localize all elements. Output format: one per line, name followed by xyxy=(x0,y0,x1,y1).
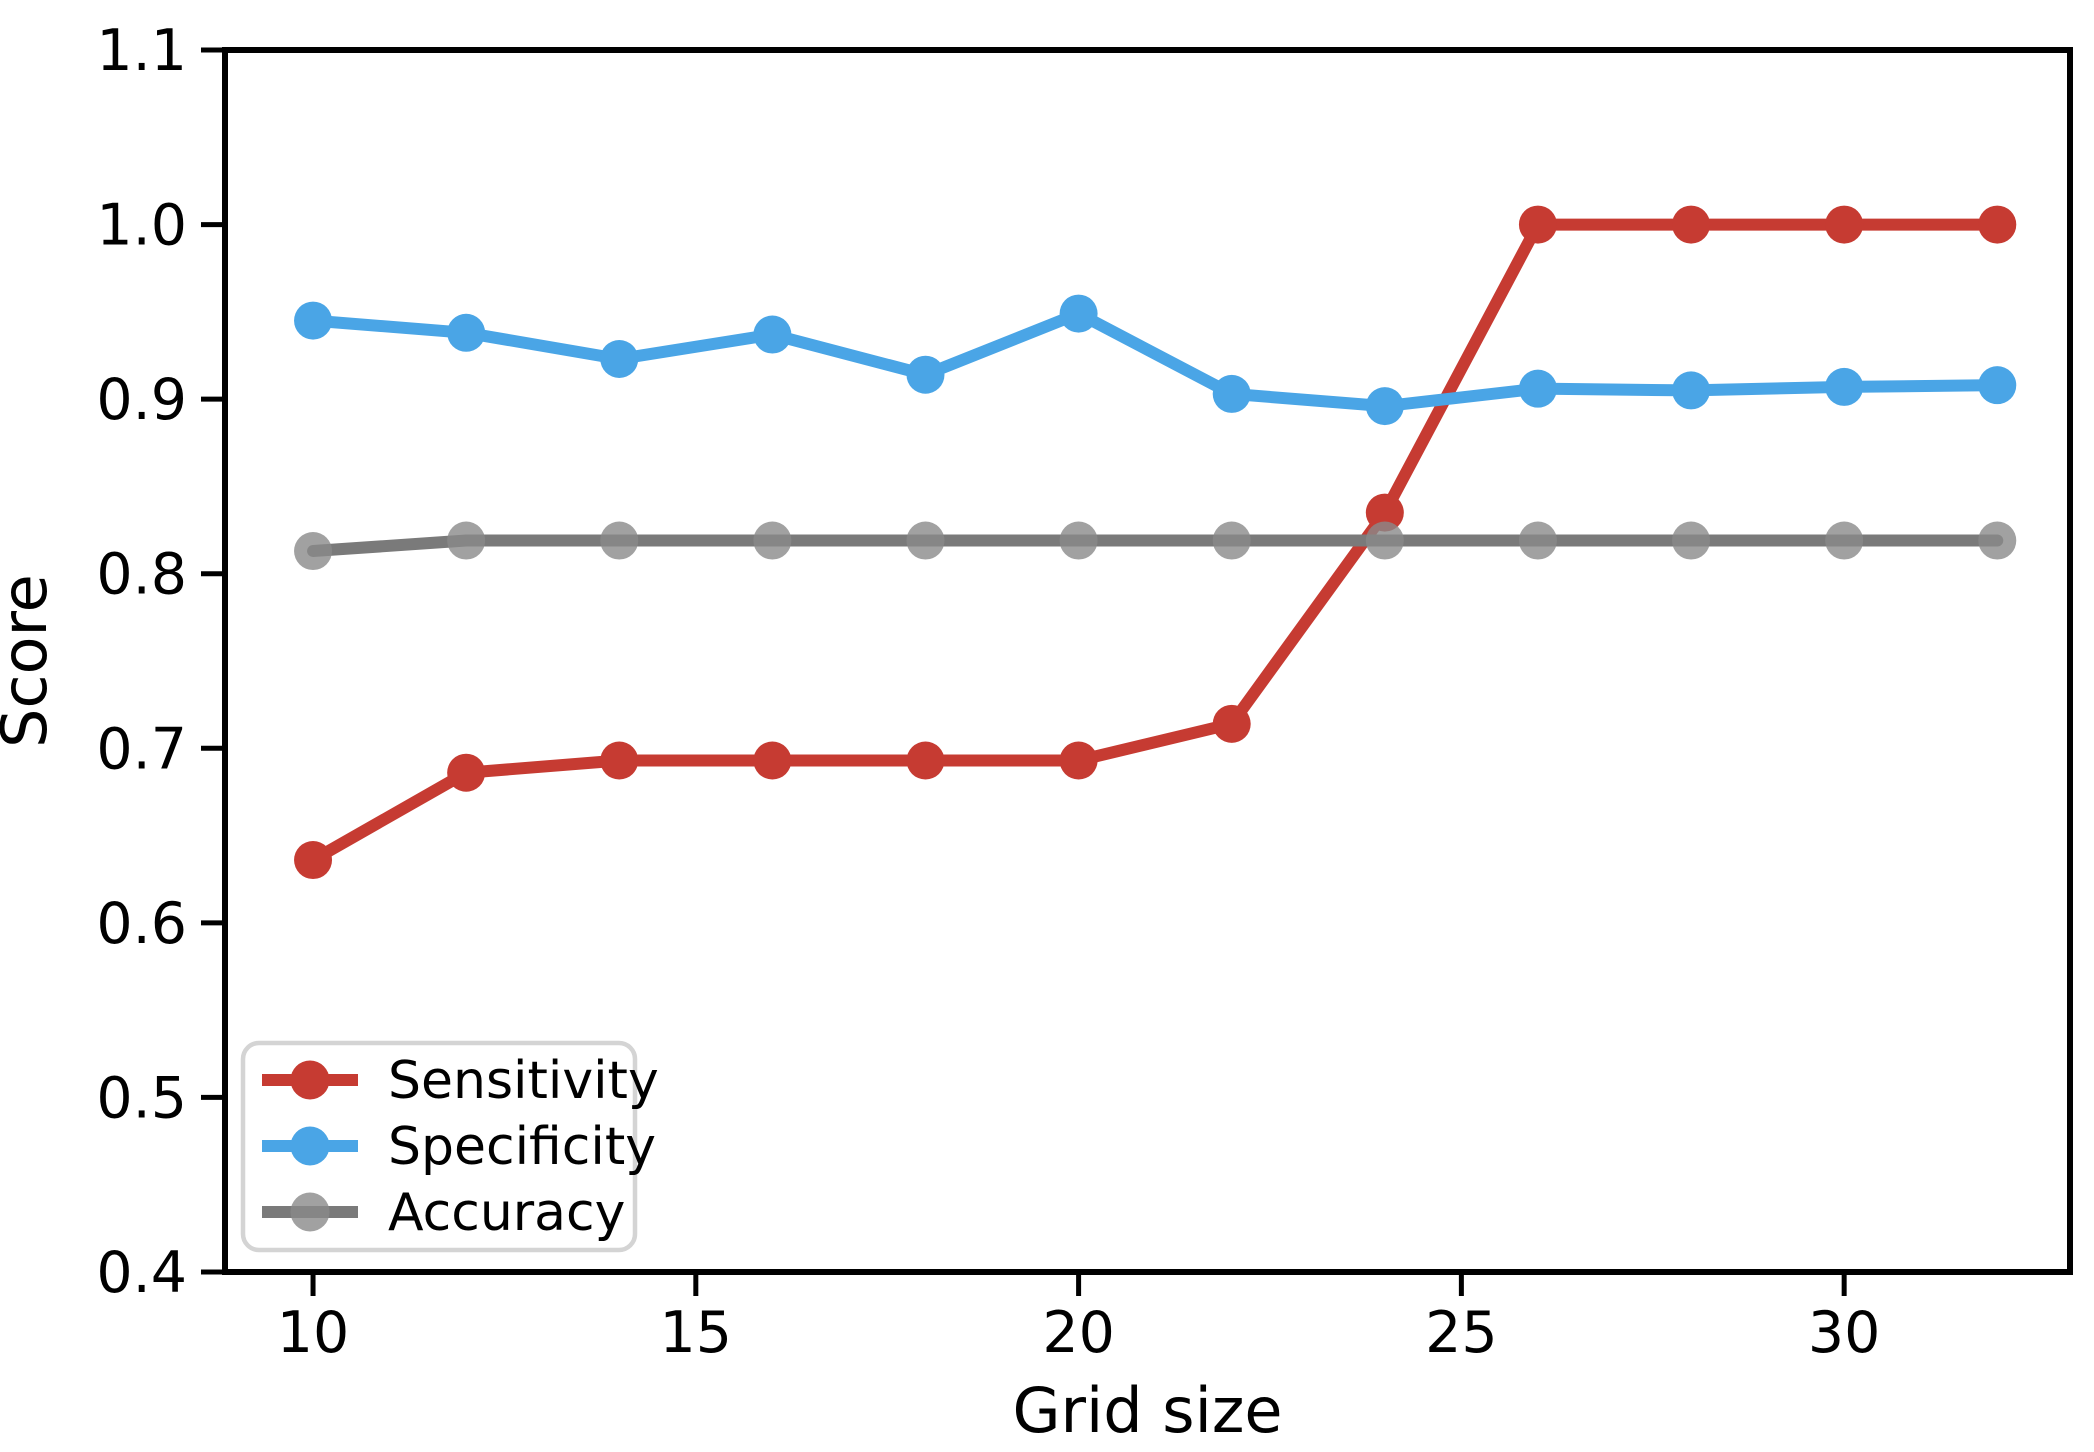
series-accuracy xyxy=(294,521,2017,571)
y-tick-label: 1.0 xyxy=(96,193,187,259)
data-point-specificity-30 xyxy=(1825,367,1864,406)
data-point-accuracy-12 xyxy=(447,521,486,560)
series-specificity xyxy=(294,294,2017,426)
series-line-sensitivity xyxy=(307,218,2004,867)
y-tick-label: 0.6 xyxy=(96,891,187,957)
data-point-sensitivity-14 xyxy=(600,741,639,780)
legend-box xyxy=(240,1040,638,1253)
x-tick-label: 10 xyxy=(277,1300,350,1366)
data-point-accuracy-32 xyxy=(1978,521,2017,560)
legend-marker-dot xyxy=(290,1126,330,1166)
y-tick-label: 0.8 xyxy=(96,542,187,608)
y-axis-label: Score xyxy=(0,574,61,748)
data-point-sensitivity-32 xyxy=(1978,205,2017,244)
data-point-accuracy-22 xyxy=(1212,521,1251,560)
data-point-accuracy-14 xyxy=(600,521,639,560)
data-point-accuracy-20 xyxy=(1059,521,1098,560)
series-line-accuracy xyxy=(307,534,2004,558)
legend-item-sensitivity: Sensitivity xyxy=(262,1051,659,1111)
legend-marker-dot xyxy=(290,1060,330,1100)
legend-label: Accuracy xyxy=(388,1183,625,1243)
legend-item-accuracy: Accuracy xyxy=(262,1183,625,1243)
data-point-sensitivity-16 xyxy=(753,741,792,780)
y-tick-label: 0.9 xyxy=(96,367,187,433)
y-tick-label: 0.7 xyxy=(96,716,187,782)
x-axis-label: Grid size xyxy=(1012,1374,1282,1447)
data-point-accuracy-24 xyxy=(1365,521,1404,560)
legend-marker-dot xyxy=(290,1192,330,1232)
y-tick-label: 0.5 xyxy=(96,1065,187,1131)
data-point-specificity-20 xyxy=(1059,294,1098,333)
data-point-accuracy-18 xyxy=(906,521,945,560)
data-point-sensitivity-10 xyxy=(294,841,333,880)
data-point-accuracy-26 xyxy=(1518,521,1557,560)
data-point-sensitivity-18 xyxy=(906,741,945,780)
data-point-accuracy-30 xyxy=(1825,521,1864,560)
data-point-sensitivity-26 xyxy=(1518,205,1557,244)
x-tick-label: 15 xyxy=(660,1300,733,1366)
data-point-accuracy-16 xyxy=(753,521,792,560)
data-point-specificity-16 xyxy=(753,315,792,354)
data-point-specificity-14 xyxy=(600,339,639,378)
data-point-sensitivity-30 xyxy=(1825,205,1864,244)
data-point-specificity-18 xyxy=(906,355,945,394)
y-tick-label: 1.1 xyxy=(96,18,187,84)
data-point-specificity-22 xyxy=(1212,374,1251,413)
data-point-specificity-26 xyxy=(1518,369,1557,408)
data-point-accuracy-28 xyxy=(1672,521,1711,560)
data-point-sensitivity-20 xyxy=(1059,741,1098,780)
data-point-specificity-12 xyxy=(447,313,486,352)
series-line-specificity xyxy=(307,307,2004,413)
x-tick-label: 20 xyxy=(1042,1300,1115,1366)
series-sensitivity xyxy=(294,205,2017,880)
data-point-sensitivity-28 xyxy=(1672,205,1711,244)
legend-label: Specificity xyxy=(388,1117,656,1177)
data-point-specificity-28 xyxy=(1672,371,1711,410)
legend-item-specificity: Specificity xyxy=(262,1117,656,1177)
data-point-specificity-10 xyxy=(294,301,333,340)
legend-label: Sensitivity xyxy=(388,1051,659,1111)
y-tick-label: 0.4 xyxy=(96,1240,187,1306)
data-point-specificity-32 xyxy=(1978,366,2017,405)
data-point-sensitivity-12 xyxy=(447,753,486,792)
x-tick-label: 30 xyxy=(1808,1300,1881,1366)
data-point-accuracy-10 xyxy=(294,532,333,571)
data-point-specificity-24 xyxy=(1365,387,1404,426)
plot-border xyxy=(222,47,2073,1275)
data-point-sensitivity-24 xyxy=(1365,493,1404,532)
data-point-sensitivity-22 xyxy=(1212,704,1251,743)
x-tick-label: 25 xyxy=(1425,1300,1498,1366)
